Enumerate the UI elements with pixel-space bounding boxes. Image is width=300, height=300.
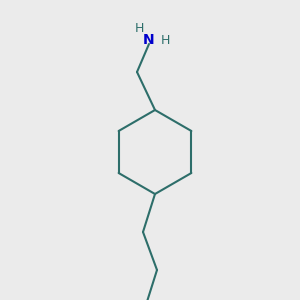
Text: N: N — [143, 33, 155, 47]
Text: H: H — [134, 22, 144, 34]
Text: H: H — [160, 34, 170, 46]
